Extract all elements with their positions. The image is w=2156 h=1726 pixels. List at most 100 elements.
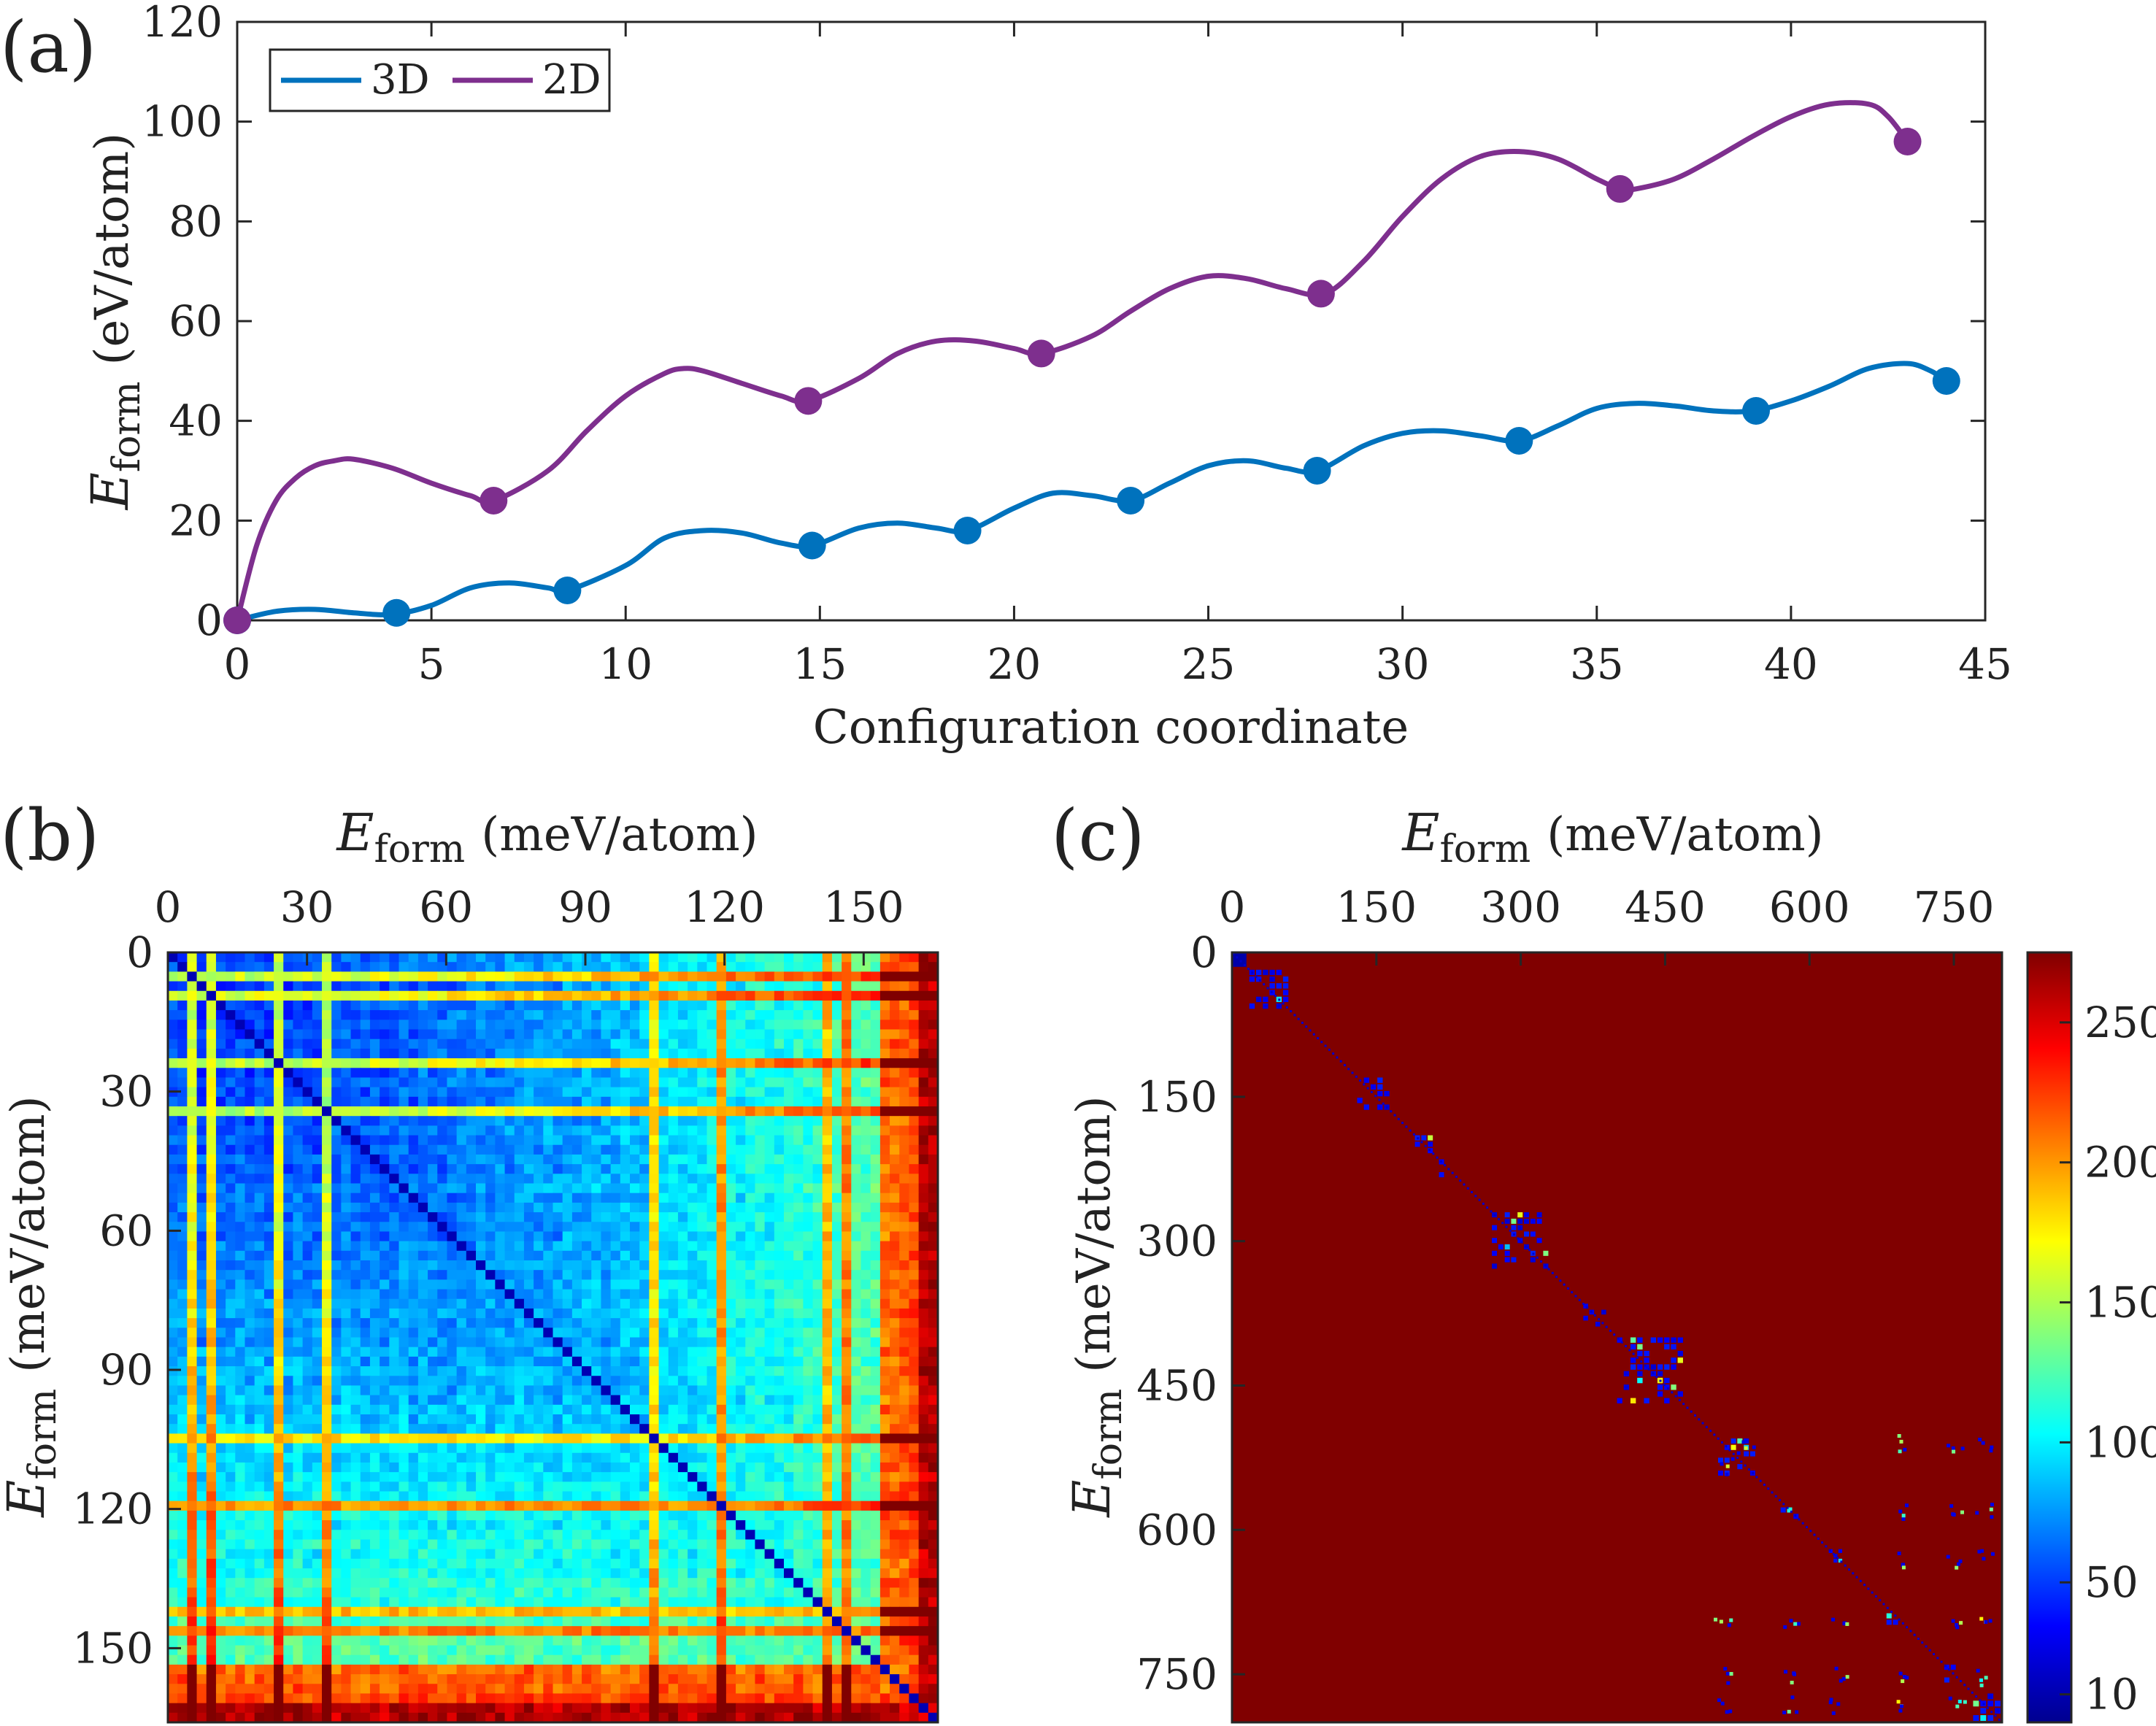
heatmap-cell [562,971,573,982]
heatmap-cell [591,1222,602,1233]
heatmap-cell [822,971,833,982]
heatmap-cell [591,1087,602,1098]
heatmap-cell [861,1318,871,1328]
heatmap-cell [677,1356,688,1367]
panel-a-legend: 3D 2D [269,48,611,112]
heatmap-cell [688,1366,698,1376]
heatmap-cell [226,1222,236,1233]
heatmap-cell [562,1289,573,1300]
heatmap-cell [601,1308,612,1319]
heatmap-cell [543,1404,554,1415]
heatmap-cell [437,1000,448,1011]
heatmap-cell [745,1472,756,1482]
heatmap-cell [254,1116,265,1126]
heatmap-cell [543,1270,554,1280]
heatmap-cell [610,1500,621,1511]
heatmap-cell [812,1096,823,1107]
heatmap-cell [331,1337,342,1348]
heatmap-cell [215,1424,226,1434]
heatmap-cell [187,1231,198,1242]
heatmap-cell [620,1010,631,1020]
heatmap-cell [774,1000,785,1011]
heatmap-cell [177,1202,188,1213]
heatmap-cell [534,1135,544,1146]
heatmap-cell [918,1222,929,1233]
heatmap-cell [322,1318,332,1328]
heatmap-cell [677,1376,688,1387]
heatmap-cell [534,1000,544,1011]
heatmap-cell [774,1125,785,1136]
heatmap-cell [928,971,939,982]
heatmap-cell [630,1337,640,1348]
heatmap-cell [437,1116,448,1126]
heatmap-cell [630,1029,640,1040]
heatmap-cell [350,1222,361,1233]
heatmap-cell [793,1116,804,1126]
heatmap-cell [341,1376,352,1387]
heatmap-cell [177,1424,188,1434]
heatmap-cell [456,1395,467,1406]
heatmap-cell [630,1116,640,1126]
heatmap-cell [899,1000,910,1011]
heatmap-cell [322,1212,332,1222]
heatmap-cell [630,1077,640,1088]
heatmap-cell [928,1135,939,1146]
heatmap-cell [245,1414,255,1425]
heatmap-cell [793,1241,804,1252]
heatmap-cell [187,1106,198,1117]
heatmap-cell [177,1212,188,1222]
heatmap-cell [591,1366,602,1376]
heatmap-cell [745,1424,756,1434]
heatmap-cell [504,1328,515,1338]
heatmap-cell [639,1164,650,1174]
heatmap-cell [523,1154,534,1165]
heatmap-cell [764,1395,775,1406]
heatmap-cell [755,1270,766,1280]
heatmap-cell [206,1260,217,1271]
heatmap-cell [784,1500,794,1511]
heatmap-cell [736,1106,746,1117]
heatmap-cell [263,1298,274,1309]
heatmap-cell [437,1144,448,1155]
heatmap-cell [504,1424,515,1434]
heatmap-cell [668,1433,679,1444]
heatmap-cell [562,1318,573,1328]
heatmap-cell [177,1482,188,1492]
heatmap-cell [274,1337,284,1348]
heatmap-cell [187,981,198,992]
heatmap-cell [879,1395,890,1406]
heatmap-cell [245,1510,255,1521]
heatmap-cell [235,1328,246,1338]
heatmap-cell [620,1144,631,1155]
heatmap-cell [870,1510,881,1521]
heatmap-cell [658,1058,669,1068]
heatmap-cell [822,1510,833,1521]
heatmap-cell [582,1510,592,1521]
heatmap-cell [591,1000,602,1011]
heatmap-cell [553,1174,563,1184]
heatmap-cell [226,1020,236,1030]
heatmap-cell [677,1241,688,1252]
heatmap-cell [187,990,198,1001]
heatmap-cell [322,1328,332,1338]
heatmap-cell [523,1058,534,1068]
heatmap-cell [437,1058,448,1068]
heatmap-cell [620,1212,631,1222]
heatmap-cell [918,1135,929,1146]
heatmap-cell [389,1125,400,1136]
heatmap-cell [293,962,304,972]
heatmap-cell [553,1356,563,1367]
heatmap-cell [350,1472,361,1482]
heatmap-cell [745,1520,756,1530]
heatmap-cell [380,1058,390,1068]
heatmap-cell [745,1452,756,1463]
heatmap-cell [745,1318,756,1328]
heatmap-cell [187,1318,198,1328]
heatmap-cell [630,1270,640,1280]
heatmap-cell [226,1452,236,1463]
heatmap-cell [562,1154,573,1165]
heatmap-cell [649,1385,660,1396]
heatmap-cell [196,952,207,963]
heatmap-cell [764,1443,775,1454]
heatmap-cell [495,1289,506,1300]
